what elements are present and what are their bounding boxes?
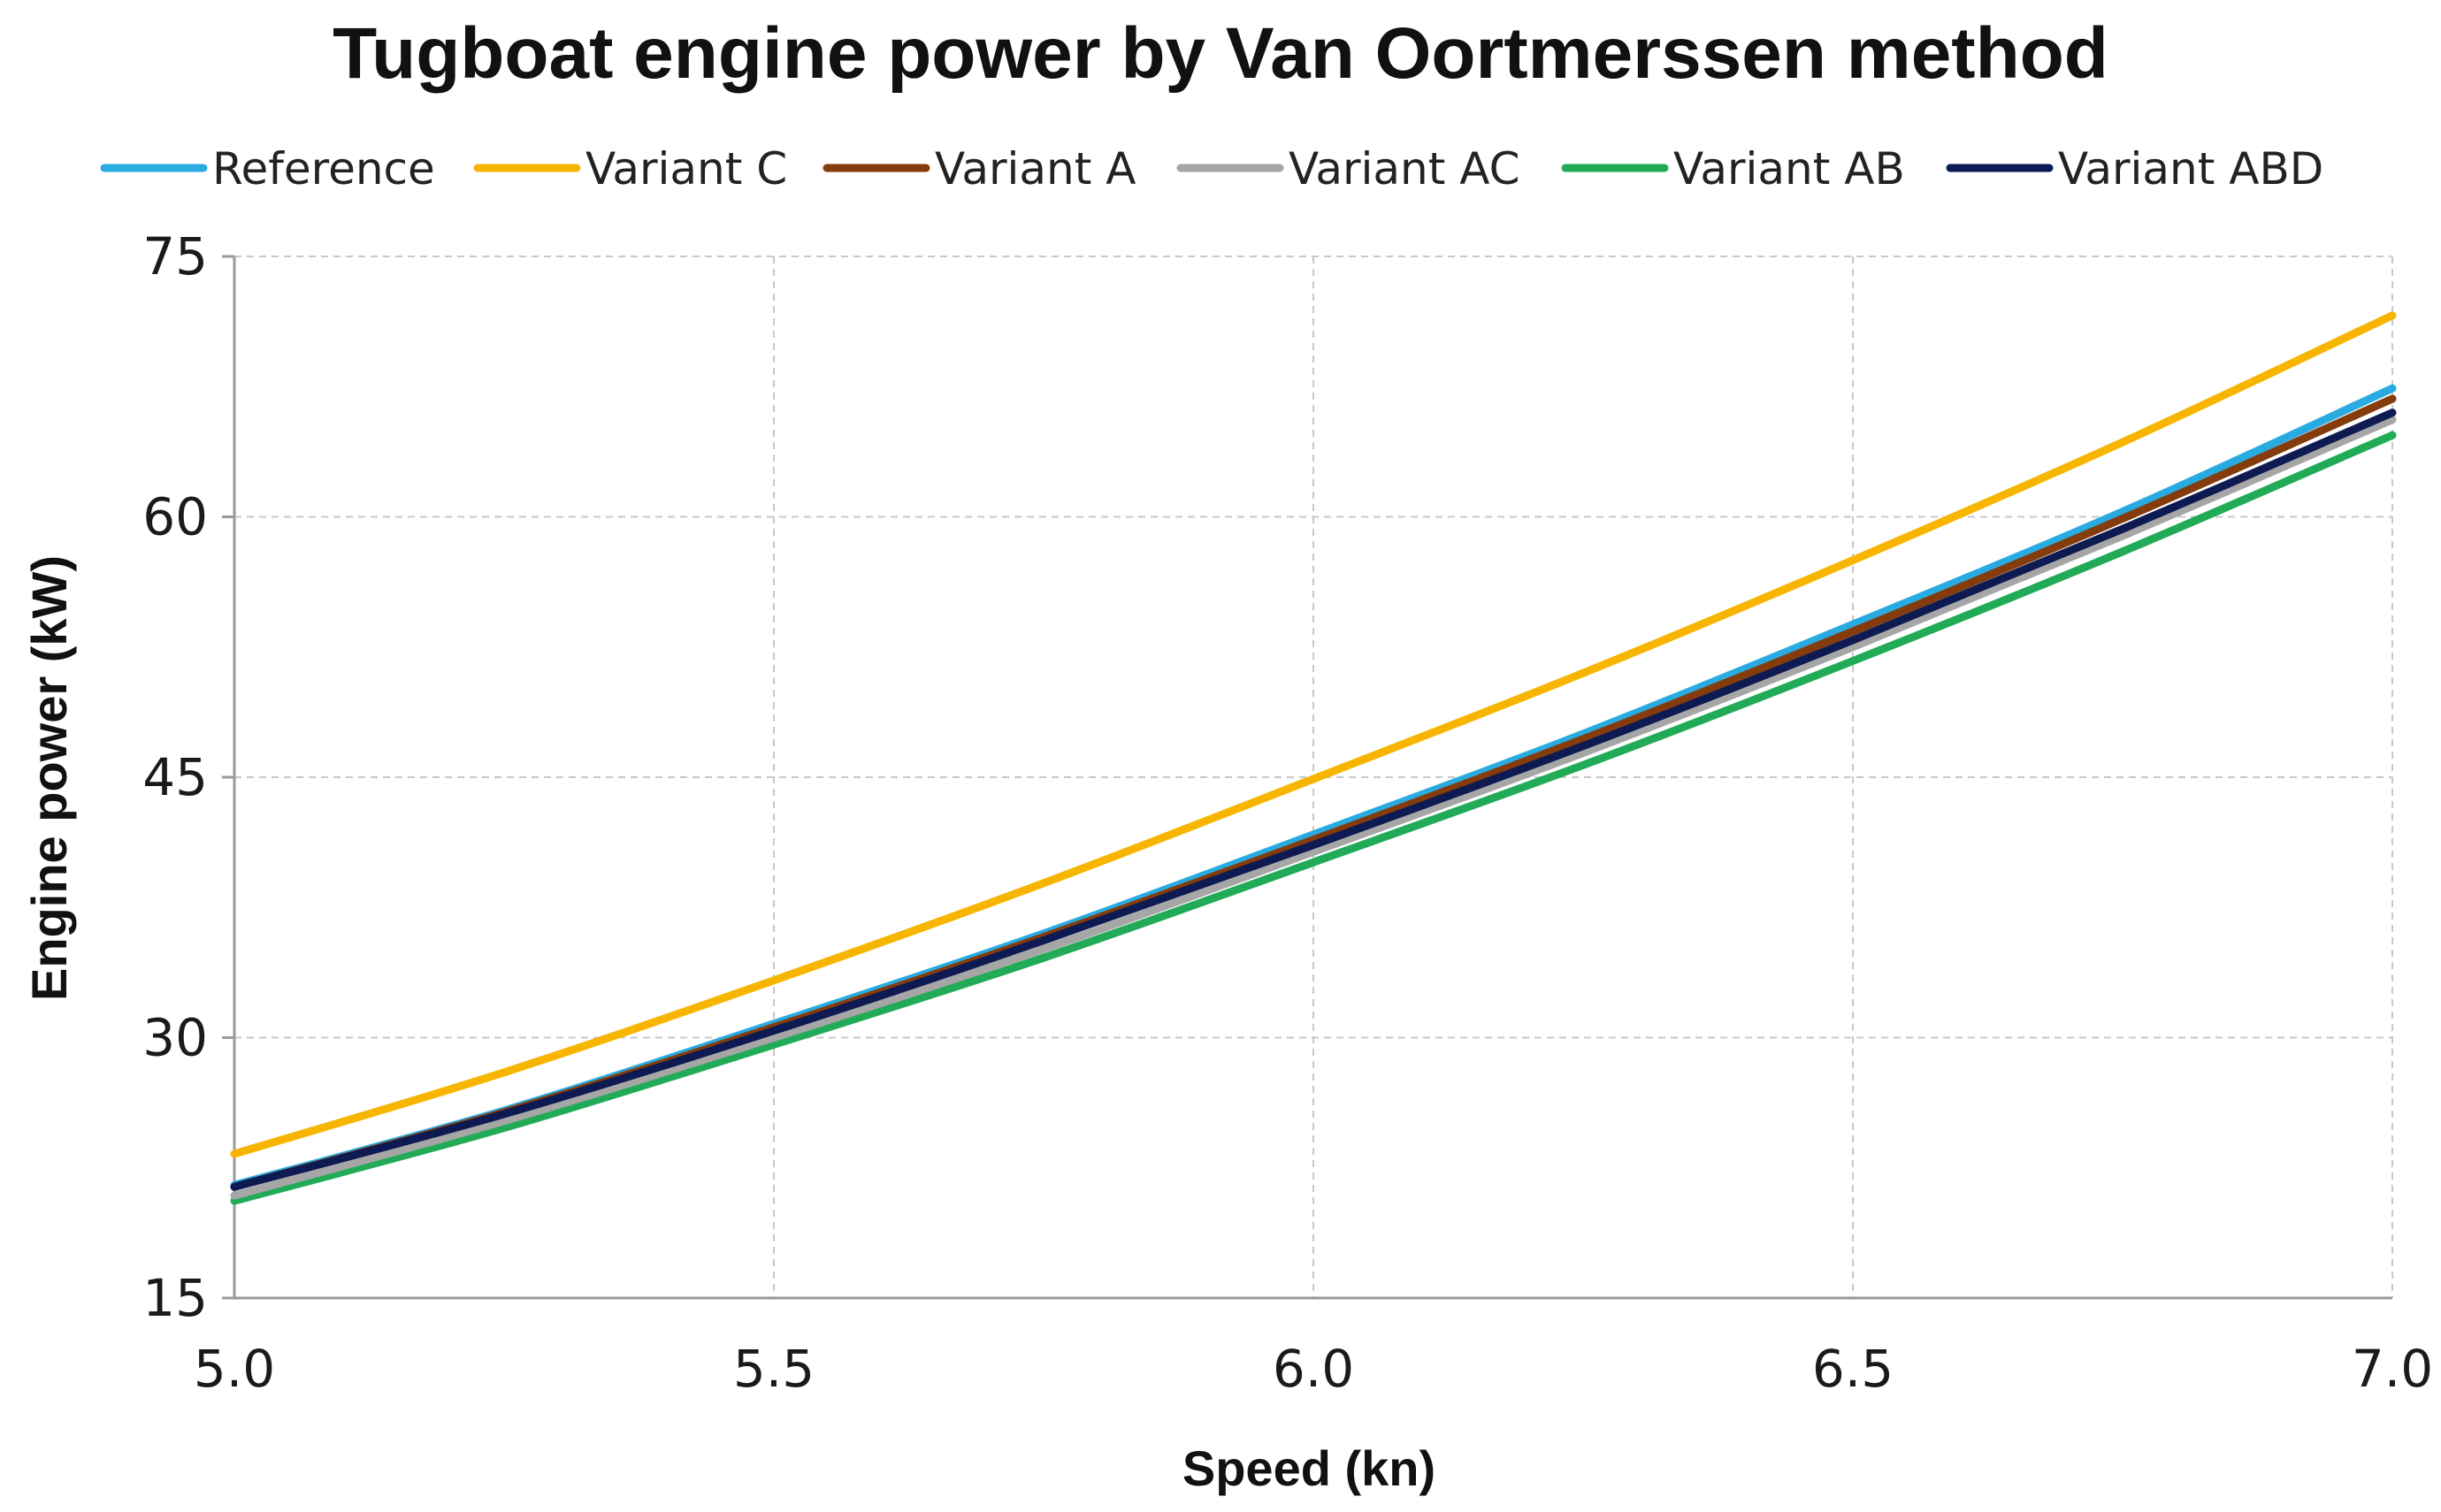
x-tick-label: 5.0: [194, 1339, 275, 1399]
series-line-variant-c: [230, 311, 2397, 1158]
legend-label: Reference: [212, 143, 435, 195]
x-tick-label: 5.5: [733, 1339, 815, 1399]
chart-title: Tugboat engine power by Van Oortmerssen …: [333, 13, 2108, 94]
x-tick-label: 6.5: [1812, 1339, 1894, 1399]
series-line-variant-abd: [230, 409, 2397, 1191]
x-tick-label: 6.0: [1273, 1339, 1354, 1399]
x-tick-label: 7.0: [2352, 1339, 2433, 1399]
legend: Reference Variant C Variant A Variant AC Var…: [100, 143, 2323, 195]
series-line-variant-ab: [230, 431, 2397, 1205]
legend-label: Variant A: [935, 143, 1136, 195]
y-tick-label: 30: [142, 1008, 208, 1068]
legend-label: Variant AC: [1289, 143, 1519, 195]
legend-item-variant-ac: Variant AC: [1176, 143, 1519, 195]
legend-item-variant-a: Variant A: [823, 143, 1136, 195]
y-tick-label: 15: [142, 1268, 208, 1328]
x-axis-label: Speed (kn): [1182, 1440, 1435, 1496]
series-layer: [230, 311, 2397, 1205]
y-tick-label: 60: [142, 487, 208, 547]
legend-item-variant-abd: Variant ABD: [1946, 143, 2323, 195]
gridlines: [234, 256, 2393, 1298]
legend-item-variant-c: Variant C: [473, 143, 787, 195]
y-axis-label: Engine power (kW): [21, 555, 77, 1001]
legend-item-variant-ab: Variant AB: [1561, 143, 1905, 195]
y-tick-label: 75: [142, 226, 208, 286]
legend-label: Variant ABD: [2058, 143, 2323, 195]
legend-label: Variant C: [585, 143, 787, 195]
legend-item-reference: Reference: [100, 143, 435, 195]
axes: [222, 255, 2392, 1300]
y-tick-label: 45: [142, 747, 208, 807]
legend-label: Variant AB: [1673, 143, 1905, 195]
tick-labels: 15 30 45 60 75 5.0 5.5 6.0 6.5 7.0: [142, 226, 2433, 1399]
series-line-variant-ac: [230, 416, 2397, 1200]
